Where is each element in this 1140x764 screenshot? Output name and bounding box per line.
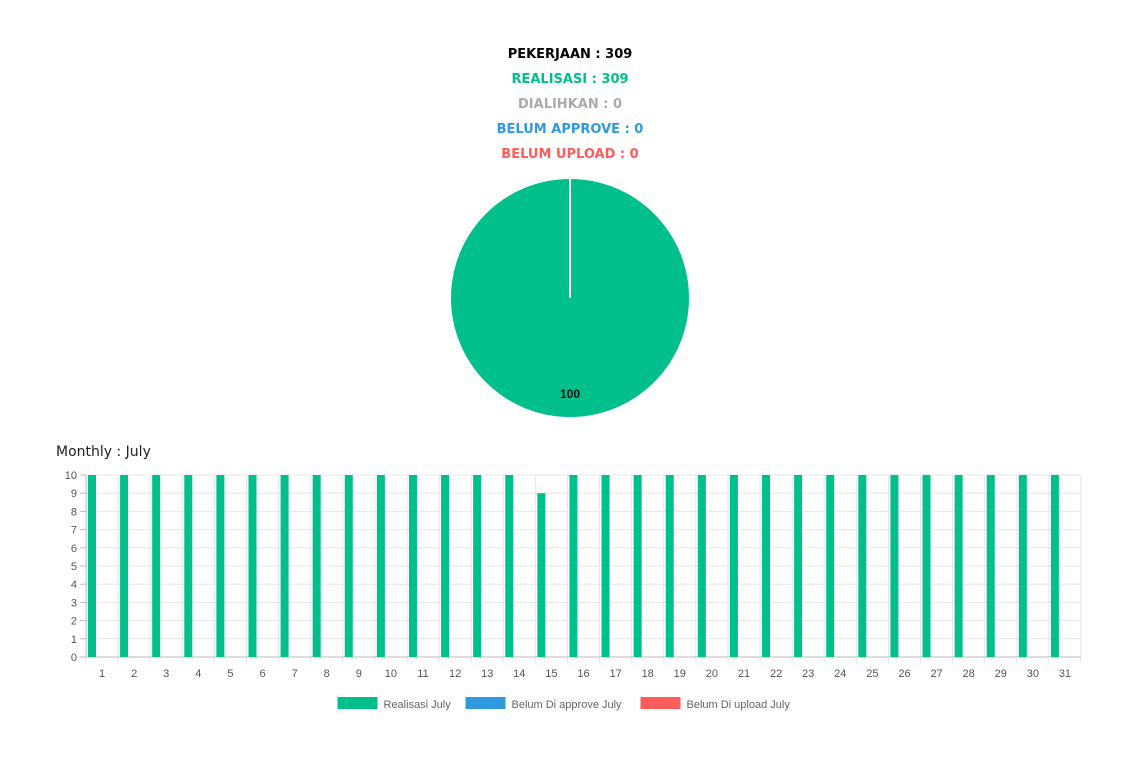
x-tick-label: 12 <box>449 668 461 680</box>
x-tick-label: 27 <box>930 668 942 680</box>
y-tick-label: 2 <box>71 616 77 628</box>
x-tick-label: 29 <box>995 668 1007 680</box>
x-tick-label: 26 <box>898 668 910 680</box>
belum-upload-total: BELUM UPLOAD : 0 <box>501 147 639 162</box>
x-tick-label: 20 <box>706 668 718 680</box>
y-tick-label: 7 <box>71 525 77 537</box>
y-tick-label: 8 <box>71 506 77 518</box>
bar[interactable] <box>537 493 546 657</box>
bar[interactable] <box>633 475 642 657</box>
legend-label: Belum Di approve July <box>512 699 623 711</box>
bar[interactable] <box>954 475 963 657</box>
bar[interactable] <box>762 475 771 657</box>
x-tick-label: 28 <box>963 668 975 680</box>
bar[interactable] <box>120 475 129 657</box>
y-tick-label: 4 <box>71 579 77 591</box>
bar[interactable] <box>890 475 899 657</box>
bar[interactable] <box>248 475 257 657</box>
legend-label: Realisasi July <box>384 699 452 711</box>
x-tick-label: 15 <box>545 668 557 680</box>
x-tick-label: 3 <box>163 668 169 680</box>
pekerjaan-total: PEKERJAAN : 309 <box>507 47 633 62</box>
x-tick-label: 19 <box>674 668 686 680</box>
bar[interactable] <box>569 475 578 657</box>
x-tick-label: 25 <box>866 668 878 680</box>
x-tick-label: 1 <box>99 668 105 680</box>
bar[interactable] <box>601 475 610 657</box>
x-tick-label: 6 <box>259 668 265 680</box>
monthly-title: Monthly : July <box>56 444 151 460</box>
y-tick-label: 5 <box>71 561 77 573</box>
x-tick-label: 14 <box>513 668 525 680</box>
bar[interactable] <box>922 475 931 657</box>
x-tick-label: 21 <box>738 668 750 680</box>
x-tick-label: 7 <box>292 668 298 680</box>
summary-stats: PEKERJAAN : 309 REALISASI : 309 DIALIHKA… <box>0 42 1140 167</box>
x-tick-label: 11 <box>417 668 428 680</box>
bar[interactable] <box>505 475 514 657</box>
x-tick-label: 4 <box>195 668 201 680</box>
bar[interactable] <box>376 475 385 657</box>
belum-approve-total: BELUM APPROVE : 0 <box>496 122 644 137</box>
legend-item[interactable]: Belum Di upload July <box>640 697 791 711</box>
bar[interactable] <box>794 475 803 657</box>
x-tick-label: 9 <box>356 668 362 680</box>
x-tick-label: 23 <box>802 668 814 680</box>
x-tick-label: 18 <box>642 668 654 680</box>
legend-item[interactable]: Realisasi July <box>337 697 452 711</box>
x-tick-label: 5 <box>227 668 233 680</box>
x-tick-label: 13 <box>481 668 493 680</box>
bar[interactable] <box>1050 475 1059 657</box>
bar[interactable] <box>473 475 482 657</box>
legend-swatch <box>640 697 681 709</box>
legend-swatch <box>337 697 378 709</box>
bar[interactable] <box>184 475 193 657</box>
bar[interactable] <box>697 475 706 657</box>
y-tick-label: 0 <box>71 652 77 664</box>
legend-item[interactable]: Belum Di approve July <box>465 697 623 711</box>
legend-swatch <box>465 697 506 709</box>
bar[interactable] <box>88 475 96 657</box>
x-tick-label: 17 <box>609 668 621 680</box>
x-tick-label: 31 <box>1059 668 1071 680</box>
y-tick-label: 3 <box>71 597 77 609</box>
bar[interactable] <box>280 475 289 657</box>
x-tick-label: 10 <box>385 668 397 680</box>
x-tick-label: 30 <box>1027 668 1039 680</box>
y-tick-label: 1 <box>71 634 77 646</box>
bar[interactable] <box>1018 475 1027 657</box>
bar[interactable] <box>312 475 321 657</box>
x-tick-label: 2 <box>131 668 137 680</box>
bar[interactable] <box>408 475 417 657</box>
bar[interactable] <box>986 475 995 657</box>
bar[interactable] <box>826 475 835 657</box>
x-tick-label: 16 <box>577 668 589 680</box>
bar[interactable] <box>152 475 161 657</box>
bar[interactable] <box>216 475 225 657</box>
dialihkan-total: DIALIHKAN : 0 <box>518 97 622 112</box>
pie-chart: 100 <box>451 179 689 417</box>
bar[interactable] <box>344 475 353 657</box>
pie-data-label: 100 <box>560 387 580 401</box>
x-tick-label: 24 <box>834 668 846 680</box>
bar[interactable] <box>665 475 674 657</box>
x-tick-label: 8 <box>324 668 330 680</box>
bar[interactable] <box>441 475 450 657</box>
y-tick-label: 6 <box>71 543 77 555</box>
x-tick-label: 22 <box>770 668 782 680</box>
bar[interactable] <box>858 475 867 657</box>
bar[interactable] <box>729 475 738 657</box>
y-tick-label: 9 <box>71 488 77 500</box>
realisasi-total: REALISASI : 309 <box>511 72 629 87</box>
legend-label: Belum Di upload July <box>687 699 791 711</box>
y-tick-label: 10 <box>65 470 77 482</box>
